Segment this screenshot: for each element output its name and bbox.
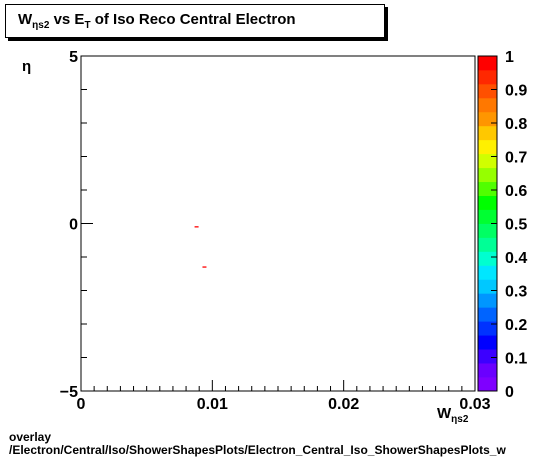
colorbar-band	[478, 167, 497, 183]
x-tick-label: 0.01	[197, 396, 228, 413]
x-tick-label: 0	[77, 396, 86, 413]
colorbar-tick-label: 1	[505, 49, 514, 66]
colorbar-tick-label: 0.3	[505, 284, 527, 301]
colorbar-band	[478, 97, 497, 113]
colorbar-band	[478, 83, 497, 99]
colorbar-tick-label: 0.7	[505, 150, 527, 167]
colorbar-band	[478, 125, 497, 141]
colorbar-band	[478, 209, 497, 224]
colorbar-tick-label: 0.6	[505, 183, 527, 200]
colorbar-band	[478, 153, 497, 169]
colorbar-band	[478, 251, 497, 266]
colorbar-tick-label: 0.4	[505, 250, 527, 267]
colorbar-band	[478, 307, 497, 322]
colorbar-band	[478, 56, 497, 71]
colorbar-band	[478, 349, 497, 364]
colorbar-band	[478, 223, 497, 238]
colorbar-band	[478, 279, 497, 294]
y-tick-label: 0	[69, 217, 78, 234]
y-axis-title: η	[22, 58, 32, 75]
colorbar-tick-label: 0.8	[505, 116, 527, 133]
colorbar-tick-label: 0.9	[505, 83, 527, 100]
y-tick-label: 5	[69, 49, 78, 66]
x-axis-title: Wηs2	[437, 405, 469, 425]
footer-path: overlay /Electron/Central/Iso/ShowerShap…	[9, 431, 506, 457]
y-tick-label: −5	[60, 384, 78, 401]
colorbar-band	[478, 181, 497, 196]
x-tick-label: 0.02	[328, 396, 359, 413]
colorbar-tick-label: 0.2	[505, 317, 527, 334]
colorbar-band	[478, 335, 497, 350]
plot-frame	[80, 55, 476, 392]
colorbar-band	[478, 377, 497, 392]
footer-line-1: overlay	[9, 430, 52, 444]
chart-title-box: Wηs2 vs ET of Iso Reco Central Electron	[5, 4, 385, 38]
x-tick-label: 0.03	[459, 396, 490, 413]
colorbar-band	[478, 139, 497, 155]
footer-line-2: /Electron/Central/Iso/ShowerShapesPlots/…	[9, 443, 506, 457]
colorbar-band	[478, 195, 497, 210]
chart-title: Wηs2 vs ET of Iso Reco Central Electron	[18, 11, 296, 31]
colorbar-band	[478, 321, 497, 336]
colorbar-tick-label: 0	[505, 384, 514, 401]
colorbar-band	[478, 363, 497, 378]
colorbar-band	[478, 237, 497, 252]
colorbar-band	[478, 293, 497, 308]
colorbar-tick-label: 0.1	[505, 351, 527, 368]
colorbar-tick-label: 0.5	[505, 217, 527, 234]
colorbar-band	[478, 69, 497, 85]
colorbar-band	[478, 111, 497, 127]
colorbar-band	[478, 265, 497, 280]
